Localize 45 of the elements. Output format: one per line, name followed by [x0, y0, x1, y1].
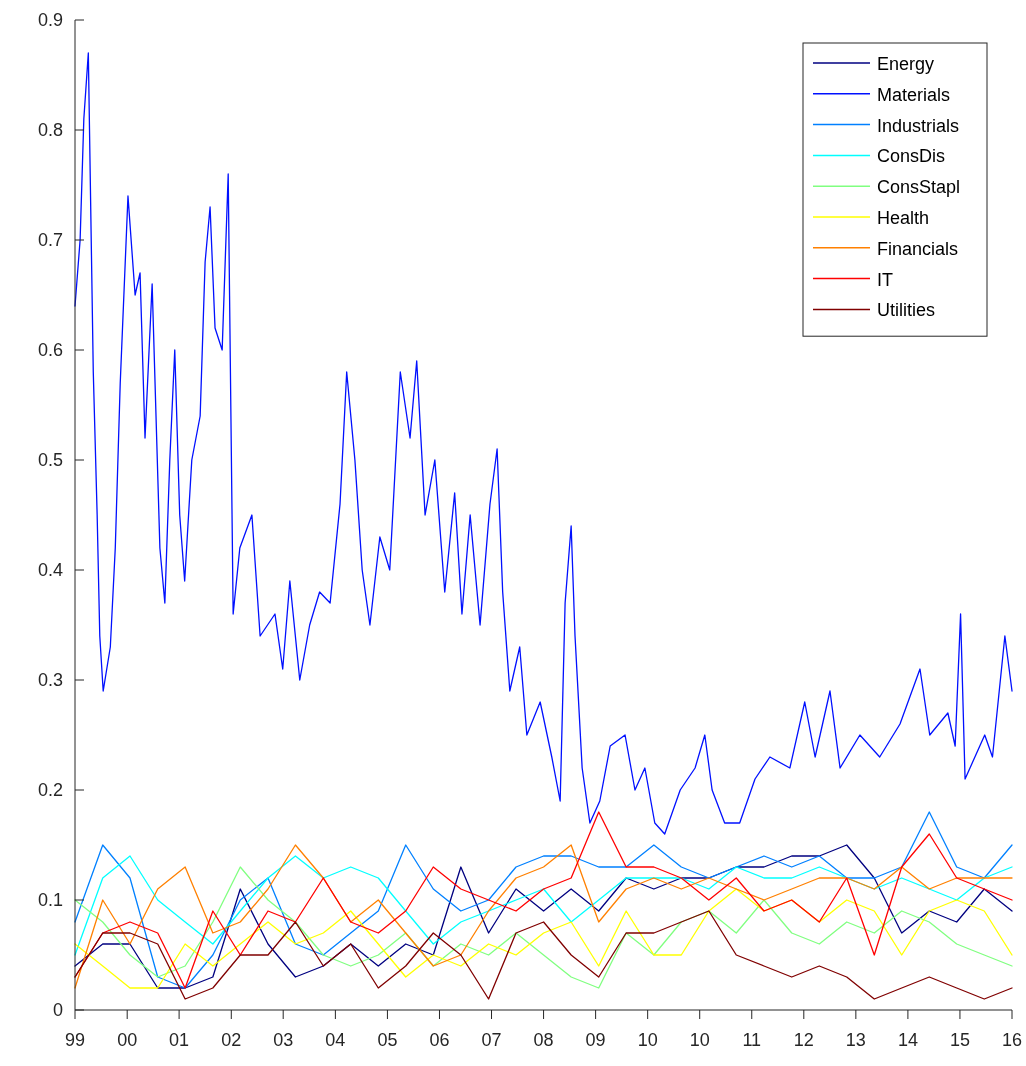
x-tick-label: 15 — [949, 1030, 970, 1050]
x-tick-label: 06 — [429, 1030, 450, 1050]
y-tick-label: 0 — [52, 1000, 63, 1020]
legend-label: ConsDis — [877, 146, 946, 167]
x-tick-label: 10 — [637, 1030, 658, 1050]
x-tick-label: 11 — [742, 1030, 762, 1050]
line-series — [74, 844, 1013, 989]
line-series — [74, 811, 1013, 989]
x-tick-label: 14 — [897, 1030, 918, 1050]
x-tick-label: 03 — [273, 1030, 294, 1050]
x-tick-label: 05 — [377, 1030, 398, 1050]
legend-label: Energy — [877, 54, 935, 74]
y-tick-label: 0.2 — [37, 780, 63, 800]
y-tick-label: 0.3 — [37, 670, 63, 690]
legend-label: ConsStapl — [877, 177, 961, 198]
x-tick-label: 09 — [585, 1030, 606, 1050]
x-tick-label: 12 — [793, 1030, 814, 1050]
line-series — [74, 52, 1013, 835]
legend-label: IT — [877, 269, 893, 290]
x-tick-label: 99 — [64, 1030, 86, 1050]
x-tick-label: 00 — [117, 1030, 138, 1050]
line-series — [74, 910, 1013, 1000]
x-tick-label: 10 — [689, 1030, 710, 1050]
y-tick-label: 0.6 — [37, 340, 63, 360]
y-tick-label: 0.9 — [37, 10, 63, 30]
legend-label: Health — [877, 208, 930, 228]
x-tick-label: 04 — [325, 1030, 346, 1050]
legend-label: Financials — [877, 238, 959, 259]
y-tick-label: 0.7 — [37, 230, 63, 250]
line-series — [74, 855, 1013, 956]
legend-label: Utilities — [877, 300, 936, 321]
legend-label: Materials — [877, 84, 951, 105]
legend-label: Industrials — [877, 115, 960, 136]
x-tick-label: 13 — [845, 1030, 866, 1050]
x-tick-label: 16 — [1001, 1030, 1023, 1050]
x-tick-label: 01 — [169, 1030, 190, 1050]
y-tick-label: 0.4 — [37, 560, 63, 580]
y-tick-label: 0.1 — [37, 890, 63, 910]
y-tick-label: 0.8 — [37, 120, 63, 140]
line-series — [74, 866, 1013, 989]
line-series — [74, 888, 1013, 989]
x-tick-label: 07 — [481, 1030, 502, 1050]
x-tick-label: 02 — [221, 1030, 242, 1050]
x-tick-label: 08 — [533, 1030, 554, 1050]
y-tick-label: 0.5 — [37, 450, 63, 470]
